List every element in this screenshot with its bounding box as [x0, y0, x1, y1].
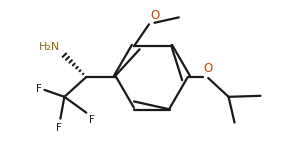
Text: O: O [150, 9, 159, 22]
Text: H₂N: H₂N [39, 42, 60, 52]
Text: O: O [204, 62, 213, 75]
Text: F: F [89, 115, 95, 125]
Text: F: F [36, 84, 41, 94]
Text: F: F [57, 123, 62, 133]
